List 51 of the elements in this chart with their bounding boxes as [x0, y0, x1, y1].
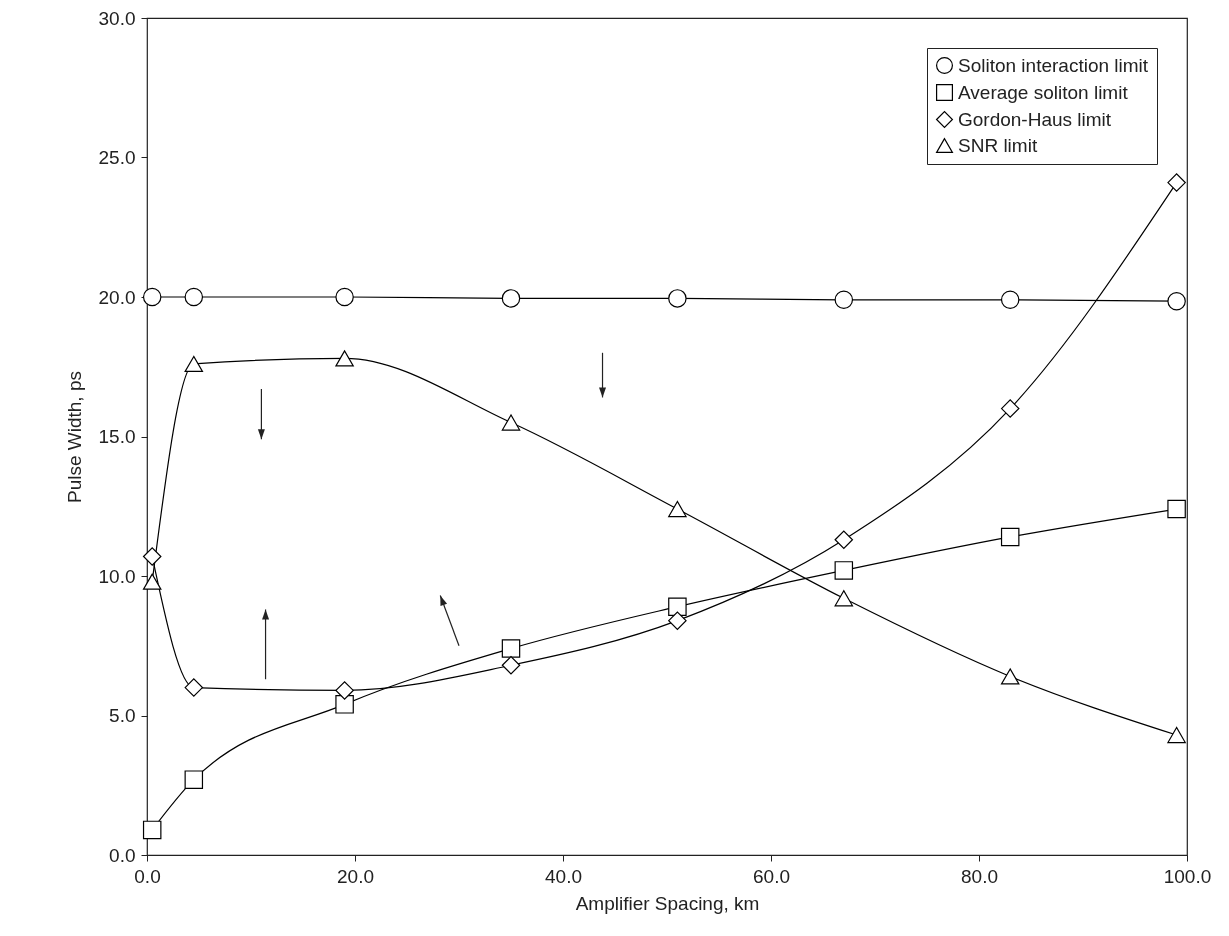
point — [142, 573, 162, 590]
x-axis-title: Amplifier Spacing, km — [575, 892, 760, 914]
x-tick-label: 80.0 — [961, 865, 998, 887]
y-tick-label: 15.0 — [98, 426, 136, 447]
point — [668, 611, 687, 630]
point — [184, 770, 204, 789]
x-tick-label: 60.0 — [753, 865, 790, 887]
point — [1000, 290, 1020, 310]
point — [142, 287, 162, 307]
point — [184, 287, 204, 307]
y-axis-title: Pulse Width, ps — [63, 371, 85, 503]
point — [501, 289, 521, 308]
y-tick-label: 0.0 — [109, 844, 136, 866]
point — [1167, 499, 1186, 519]
point — [1167, 173, 1186, 192]
x-tick-label: 100.0 — [1163, 865, 1212, 887]
point — [668, 500, 687, 518]
x-tick-label: 0.0 — [134, 865, 161, 887]
point — [834, 530, 854, 549]
point — [834, 561, 854, 580]
point — [501, 656, 521, 675]
y-tick-label: 25.0 — [98, 147, 136, 168]
legend-label: Soliton interaction limit — [958, 54, 1149, 76]
x-tick-label: 40.0 — [545, 865, 582, 887]
point — [184, 355, 204, 373]
point — [834, 590, 854, 607]
point — [668, 597, 687, 616]
point — [335, 287, 354, 307]
y-tick-label: 10.0 — [98, 565, 136, 587]
point — [668, 289, 687, 308]
y-tick-label: 30.0 — [98, 7, 136, 29]
legend-label: SNR limit — [958, 134, 1038, 156]
point — [335, 350, 354, 367]
point — [501, 639, 521, 658]
point — [834, 290, 854, 310]
point — [1167, 291, 1186, 311]
point — [501, 414, 521, 431]
legend-label: Gordon-Haus limit — [958, 108, 1112, 130]
point — [335, 695, 354, 714]
point — [1000, 668, 1020, 685]
point — [184, 678, 204, 697]
y-tick-label: 20.0 — [98, 286, 136, 308]
point — [142, 820, 162, 840]
point — [1000, 527, 1020, 547]
legend-label: Average soliton limit — [958, 81, 1129, 103]
point — [1000, 399, 1020, 418]
point — [1167, 726, 1186, 744]
point — [335, 681, 354, 700]
x-tick-label: 20.0 — [337, 865, 374, 887]
point — [142, 547, 162, 566]
y-tick-label: 5.0 — [109, 705, 136, 726]
